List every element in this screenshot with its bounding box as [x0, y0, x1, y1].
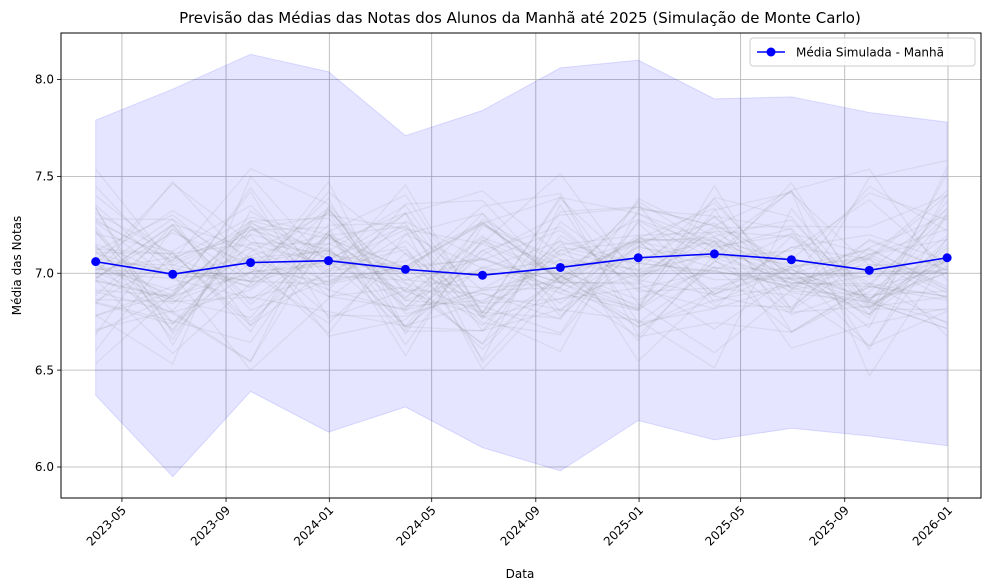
simulation-line — [95, 208, 948, 327]
simulation-line — [95, 195, 948, 333]
legend-box — [749, 37, 976, 67]
simulation-line — [95, 186, 948, 333]
simulation-line — [95, 196, 948, 294]
x-axis-title: Data — [506, 567, 535, 581]
y-axis-title: Média das Notas — [10, 216, 24, 316]
y-tick-label: 8.0 — [35, 73, 54, 87]
simulation-line — [95, 190, 948, 325]
simulation-line — [95, 190, 948, 321]
series-point — [246, 258, 256, 268]
simulation-line — [95, 236, 948, 351]
legend: Média Simulada - Manhã — [749, 37, 976, 67]
legend-label: Média Simulada - Manhã — [796, 46, 944, 60]
simulation-line — [95, 168, 948, 349]
y-tick-label: 6.0 — [35, 460, 54, 474]
simulation-line — [95, 200, 948, 329]
simulation-line — [95, 203, 948, 361]
series-point — [323, 256, 333, 266]
simulation-line — [95, 182, 948, 327]
simulation-line — [95, 190, 948, 336]
simulation-line — [95, 228, 948, 371]
confidence-band — [95, 53, 948, 478]
series-line — [95, 253, 948, 276]
series-point — [864, 265, 874, 275]
simulation-line — [95, 159, 948, 336]
simulation-line — [95, 216, 948, 310]
simulation-line — [95, 194, 948, 335]
simulation-line — [95, 192, 948, 335]
band-area — [95, 53, 948, 478]
simulation-line — [95, 230, 948, 324]
simulation-line — [95, 212, 948, 304]
simulation-line — [95, 185, 948, 364]
simulation-line — [95, 221, 948, 327]
simulation-line — [95, 184, 948, 337]
series-point — [91, 257, 101, 267]
simulation-line — [95, 183, 948, 365]
simulation-line — [95, 189, 948, 325]
simulation-line — [95, 229, 948, 316]
simulation-line — [95, 214, 948, 324]
simulation-line — [95, 216, 948, 317]
simulation-line — [95, 209, 948, 372]
simulation-line — [95, 175, 948, 365]
simulation-line — [95, 204, 948, 369]
plot-frame — [60, 32, 982, 499]
simulation-line — [95, 190, 948, 319]
simulation-line — [95, 173, 948, 332]
simulation-line — [95, 185, 948, 314]
series-point — [555, 262, 565, 272]
simulation-line — [95, 194, 948, 312]
chart-title: Previsão das Médias das Notas dos Alunos… — [179, 9, 861, 27]
simulation-line — [95, 209, 948, 310]
series-point — [400, 264, 410, 274]
simulation-line — [95, 191, 948, 336]
simulation-line — [95, 192, 948, 347]
simulation-line — [95, 167, 948, 318]
y-axis-ticks: 6.0 6.5 7.0 7.5 8.0 — [35, 73, 61, 474]
y-tick-label: 7.0 — [35, 266, 54, 280]
simulation-line — [95, 204, 948, 319]
simulation-line — [95, 221, 948, 331]
series-point — [786, 255, 796, 265]
simulation-line — [95, 190, 948, 378]
simulation-line — [95, 212, 948, 313]
simulation-line — [95, 241, 948, 327]
legend-marker-sample — [766, 47, 776, 57]
simulation-line — [95, 208, 948, 333]
series-point — [942, 253, 952, 263]
simulation-line — [95, 234, 948, 327]
series-point — [477, 270, 487, 280]
simulation-line — [95, 166, 948, 342]
simulation-line — [95, 193, 948, 337]
simulation-line — [95, 220, 948, 346]
y-tick-label: 6.5 — [35, 363, 54, 377]
simulation-line — [95, 224, 948, 345]
grid — [61, 33, 981, 498]
simulation-line — [95, 172, 948, 330]
simulation-line — [95, 204, 948, 334]
series-point — [168, 269, 178, 279]
simulation-line — [95, 195, 948, 355]
simulation-line — [95, 168, 948, 358]
series-point — [633, 253, 643, 263]
simulation-line — [95, 225, 948, 338]
series-point — [709, 249, 719, 259]
simulation-line — [95, 212, 948, 324]
y-tick-label: 7.5 — [35, 170, 54, 184]
simulation-line — [95, 196, 948, 327]
series-lines — [91, 249, 952, 280]
